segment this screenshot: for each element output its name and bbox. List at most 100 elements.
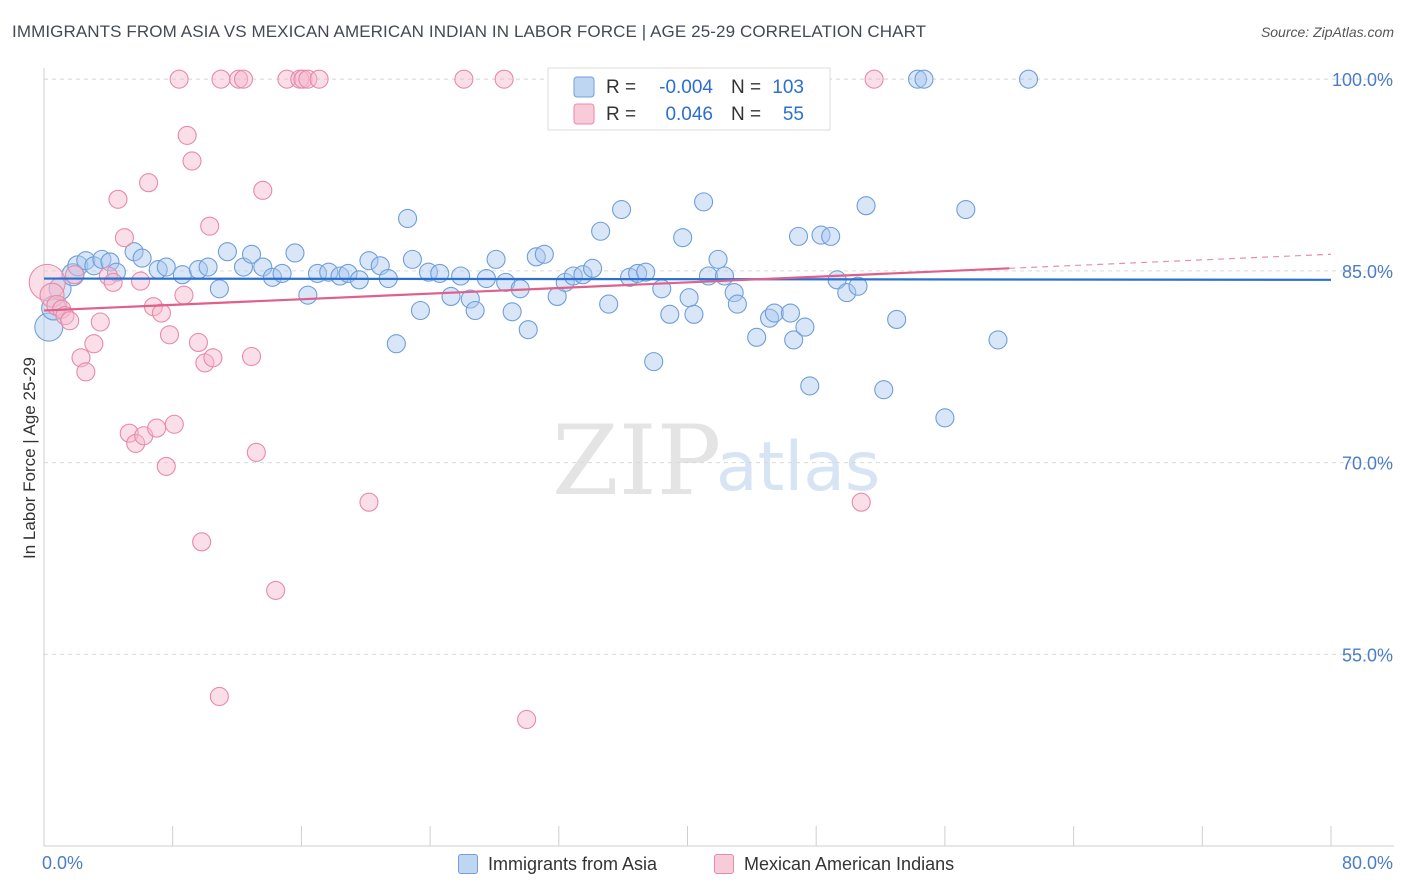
point-mai-16 — [126, 433, 146, 453]
trend-line-0 — [43, 277, 1332, 281]
point-asia-89 — [887, 309, 907, 329]
axes — [43, 68, 1394, 847]
point-mai-50 — [494, 69, 514, 89]
point-asia-20 — [241, 244, 262, 264]
point-asia-87 — [856, 196, 876, 216]
point-asia-41 — [451, 266, 471, 286]
point-asia-80 — [795, 317, 815, 337]
point-mai-10 — [90, 312, 110, 332]
series-mexican-american-indians — [28, 69, 884, 730]
point-asia-45 — [486, 249, 506, 269]
point-asia-11 — [132, 248, 152, 268]
point-asia-34 — [386, 334, 406, 354]
point-asia-68 — [684, 304, 704, 324]
point-mai-21 — [147, 418, 167, 438]
point-asia-90 — [908, 69, 928, 89]
point-asia-40 — [441, 286, 461, 306]
point-mai-5 — [60, 311, 80, 331]
chart-title: IMMIGRANTS FROM ASIA VS MEXICAN AMERICAN… — [12, 22, 927, 41]
tick-labels: 55.0% 70.0% 85.0% 100.0% 0.0% 80.0% — [42, 70, 1393, 873]
point-asia-82 — [811, 225, 831, 245]
point-asia-63 — [644, 352, 664, 372]
point-asia-7 — [92, 249, 112, 269]
point-asia-57 — [591, 221, 611, 241]
legend-box — [547, 67, 831, 131]
point-mai-30 — [188, 332, 208, 352]
point-asia-96 — [694, 192, 714, 212]
point-asia-10 — [124, 242, 144, 262]
point-asia-85 — [837, 283, 857, 303]
point-asia-49 — [518, 320, 538, 340]
y-tick-label-3: 100.0% — [1332, 70, 1393, 90]
point-asia-77 — [780, 303, 801, 323]
legend-r-value-2: 0.046 — [665, 104, 713, 125]
point-asia-8 — [100, 252, 120, 272]
y-axis-label: In Labor Force | Age 25-29 — [20, 357, 39, 559]
x-tick-label-0: 0.0% — [42, 853, 83, 873]
legend-swatch-mexican-american-indians — [714, 854, 734, 874]
legend-n-label-2: N = — [731, 104, 761, 125]
legend-item-mexican-american-indians: Mexican American Indians — [714, 852, 954, 876]
point-asia-6 — [84, 256, 104, 276]
point-mai-53 — [851, 492, 871, 512]
point-mai-7 — [71, 348, 91, 368]
watermark-atlas: atlas — [716, 428, 880, 507]
point-asia-76 — [764, 303, 784, 323]
y-tick-label-2: 85.0% — [1342, 262, 1393, 282]
point-mai-41 — [253, 180, 273, 200]
point-asia-70 — [708, 249, 728, 269]
point-mai-51 — [517, 709, 537, 730]
trend-line-1 — [43, 267, 1010, 312]
legend-n-value-1: 103 — [772, 77, 804, 98]
point-asia-83 — [821, 226, 841, 246]
point-asia-62 — [636, 262, 656, 282]
watermark: ZIP atlas — [552, 405, 880, 517]
point-asia-78 — [784, 330, 804, 350]
gridlines — [44, 78, 1394, 655]
point-asia-72 — [724, 283, 744, 303]
point-mai-15 — [119, 423, 139, 443]
point-asia-59 — [611, 199, 632, 220]
point-mai-42 — [266, 580, 286, 600]
point-asia-47 — [502, 302, 522, 322]
point-mai-33 — [200, 216, 220, 236]
point-asia-36 — [402, 249, 422, 269]
point-asia-54 — [563, 266, 583, 286]
point-mai-48 — [359, 492, 379, 512]
legend-swatch-asia — [458, 854, 478, 874]
point-asia-14 — [172, 265, 192, 285]
point-asia-65 — [660, 304, 680, 324]
y-tick-label-0: 55.0% — [1342, 645, 1393, 665]
point-mai-26 — [169, 69, 189, 89]
point-asia-24 — [285, 243, 305, 263]
point-asia-50 — [526, 247, 546, 267]
legend-n-value-2: 55 — [783, 104, 804, 125]
point-asia-35 — [398, 208, 418, 229]
point-mai-17 — [130, 271, 151, 291]
point-asia-71 — [714, 266, 735, 286]
point-asia-13 — [156, 257, 176, 277]
source-credit: Source: ZipAtlas.com — [1260, 24, 1394, 40]
legend-swatch-blue — [573, 76, 595, 98]
point-mai-0 — [28, 263, 66, 301]
point-asia-37 — [410, 300, 430, 321]
point-mai-14 — [114, 228, 134, 248]
point-asia-95 — [914, 69, 934, 89]
point-asia-81 — [800, 376, 820, 396]
point-asia-56 — [583, 258, 603, 278]
point-asia-28 — [330, 266, 350, 286]
watermark-zip: ZIP — [552, 405, 721, 517]
point-asia-93 — [988, 330, 1008, 350]
point-asia-61 — [628, 263, 648, 283]
point-mai-35 — [209, 686, 229, 707]
legend-n-label-1: N = — [731, 77, 761, 98]
point-mai-6 — [65, 265, 85, 285]
point-mai-29 — [182, 151, 202, 171]
legend-swatch-pink — [573, 103, 595, 125]
point-asia-27 — [319, 262, 339, 282]
point-mai-37 — [229, 69, 249, 89]
trend-line-extension-1 — [1009, 253, 1332, 269]
point-asia-66 — [673, 228, 693, 248]
point-mai-13 — [108, 189, 128, 209]
point-mai-31 — [192, 532, 212, 552]
